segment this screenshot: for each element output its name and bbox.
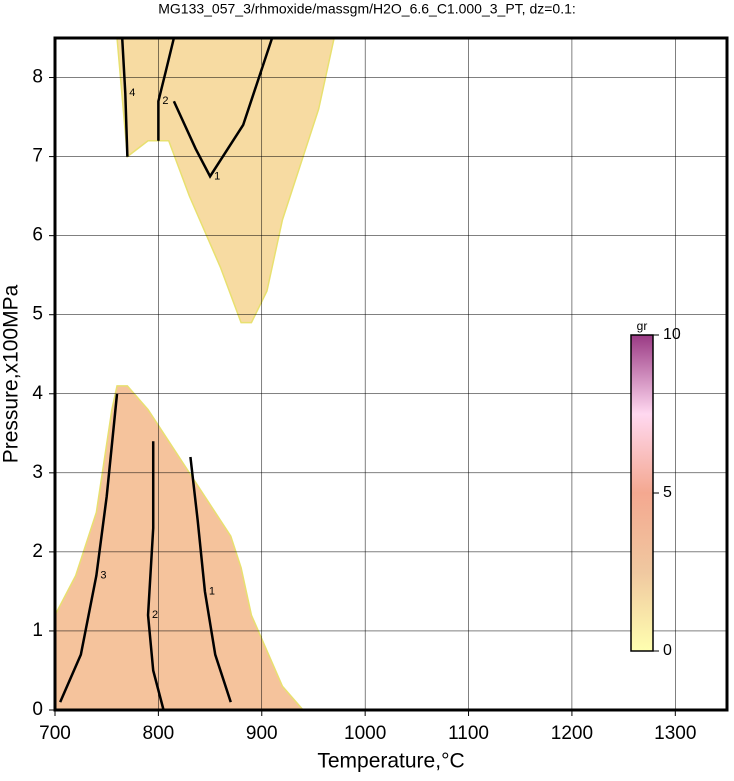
y-tick-label: 1 <box>32 620 43 641</box>
contour-line <box>146 441 165 711</box>
x-tick-label: 1000 <box>344 723 386 744</box>
contour-label: 1 <box>214 170 220 182</box>
contour-line <box>172 37 274 179</box>
y-tick-label: 5 <box>32 304 43 325</box>
contour-label: 1 <box>209 585 215 597</box>
x-tick-label: 900 <box>246 723 278 744</box>
contour-line <box>59 393 119 703</box>
contour-line <box>189 456 232 703</box>
y-tick-label: 7 <box>32 146 43 167</box>
contour-line <box>120 37 129 157</box>
y-tick-label: 6 <box>32 225 43 246</box>
colorbar-label: gr <box>637 319 648 333</box>
chart-title: MG133_057_3/rhmoxide/massgm/H2O_6.6_C1.0… <box>158 1 576 17</box>
colorbar-tick-label: 0 <box>663 642 672 659</box>
colorbar-tick-label: 10 <box>663 326 681 343</box>
x-tick-label: 1300 <box>654 723 696 744</box>
plot-frame <box>53 36 729 712</box>
colorbar <box>630 334 654 652</box>
x-tick-label: 800 <box>143 723 175 744</box>
y-tick-label: 2 <box>32 541 43 562</box>
contour-label: 3 <box>100 570 106 582</box>
y-tick-label: 0 <box>32 699 43 720</box>
x-tick-label: 1100 <box>448 723 489 744</box>
y-tick-label: 4 <box>32 383 43 404</box>
contour-label: 4 <box>129 87 135 99</box>
x-tick-label: 1200 <box>551 723 593 744</box>
y-tick-label: 3 <box>32 462 43 483</box>
y-axis-label: Pressure,x100MPa <box>0 284 23 463</box>
contour-label: 2 <box>152 609 158 621</box>
filled-region <box>54 385 305 711</box>
x-axis-label: Temperature,°C <box>317 750 464 773</box>
y-tick-label: 8 <box>32 67 43 88</box>
x-tick-label: 700 <box>39 723 71 744</box>
filled-region <box>116 37 336 324</box>
colorbar-tick-label: 5 <box>663 484 672 501</box>
contour-label: 2 <box>162 95 168 107</box>
